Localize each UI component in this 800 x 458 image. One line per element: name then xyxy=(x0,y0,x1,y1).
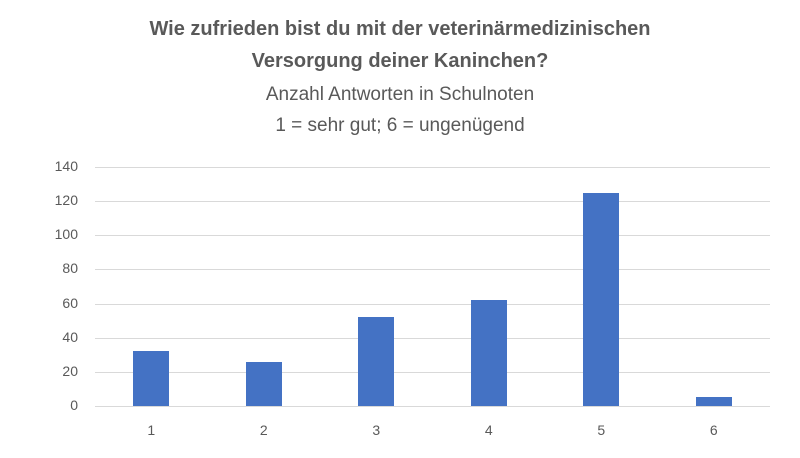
gridline xyxy=(95,201,770,203)
y-tick-label: 120 xyxy=(54,192,78,209)
bar-6 xyxy=(695,397,732,406)
x-tick-label: 1 xyxy=(147,422,156,438)
gridline xyxy=(95,406,770,407)
gridline xyxy=(95,269,770,271)
gridline xyxy=(95,337,770,339)
x-tick-label: 5 xyxy=(597,422,606,438)
x-tick-label: 2 xyxy=(259,422,268,438)
y-tick-label: 60 xyxy=(62,294,78,311)
y-tick-label: 40 xyxy=(62,328,78,345)
bar-3 xyxy=(358,317,395,406)
y-tick-label: 80 xyxy=(62,260,78,277)
plot-area xyxy=(95,167,770,407)
bar-5 xyxy=(583,192,620,406)
chart-subtitle-line-2: 1 = sehr gut; 6 = ungenügend xyxy=(275,115,525,136)
chart-subtitle-line-1: Anzahl Antworten in Schulnoten xyxy=(265,84,535,105)
gridline xyxy=(95,167,770,168)
chart-title-line-1: Wie zufrieden bist du mit der veterinärm… xyxy=(149,18,651,40)
gridline xyxy=(95,371,770,373)
y-tick-label: 0 xyxy=(70,397,78,413)
bar-2 xyxy=(245,361,282,406)
x-tick-label: 4 xyxy=(484,422,493,438)
y-tick-label: 100 xyxy=(54,226,78,243)
bar-1 xyxy=(133,351,170,406)
x-tick-label: 3 xyxy=(372,422,381,438)
x-tick-label: 6 xyxy=(709,422,718,438)
chart-title-line-2: Versorgung deiner Kaninchen? xyxy=(251,50,549,72)
y-tick-label: 20 xyxy=(62,362,78,379)
bar-4 xyxy=(470,300,507,406)
gridline xyxy=(95,235,770,237)
y-tick-label: 140 xyxy=(54,158,78,174)
gridline xyxy=(95,303,770,305)
